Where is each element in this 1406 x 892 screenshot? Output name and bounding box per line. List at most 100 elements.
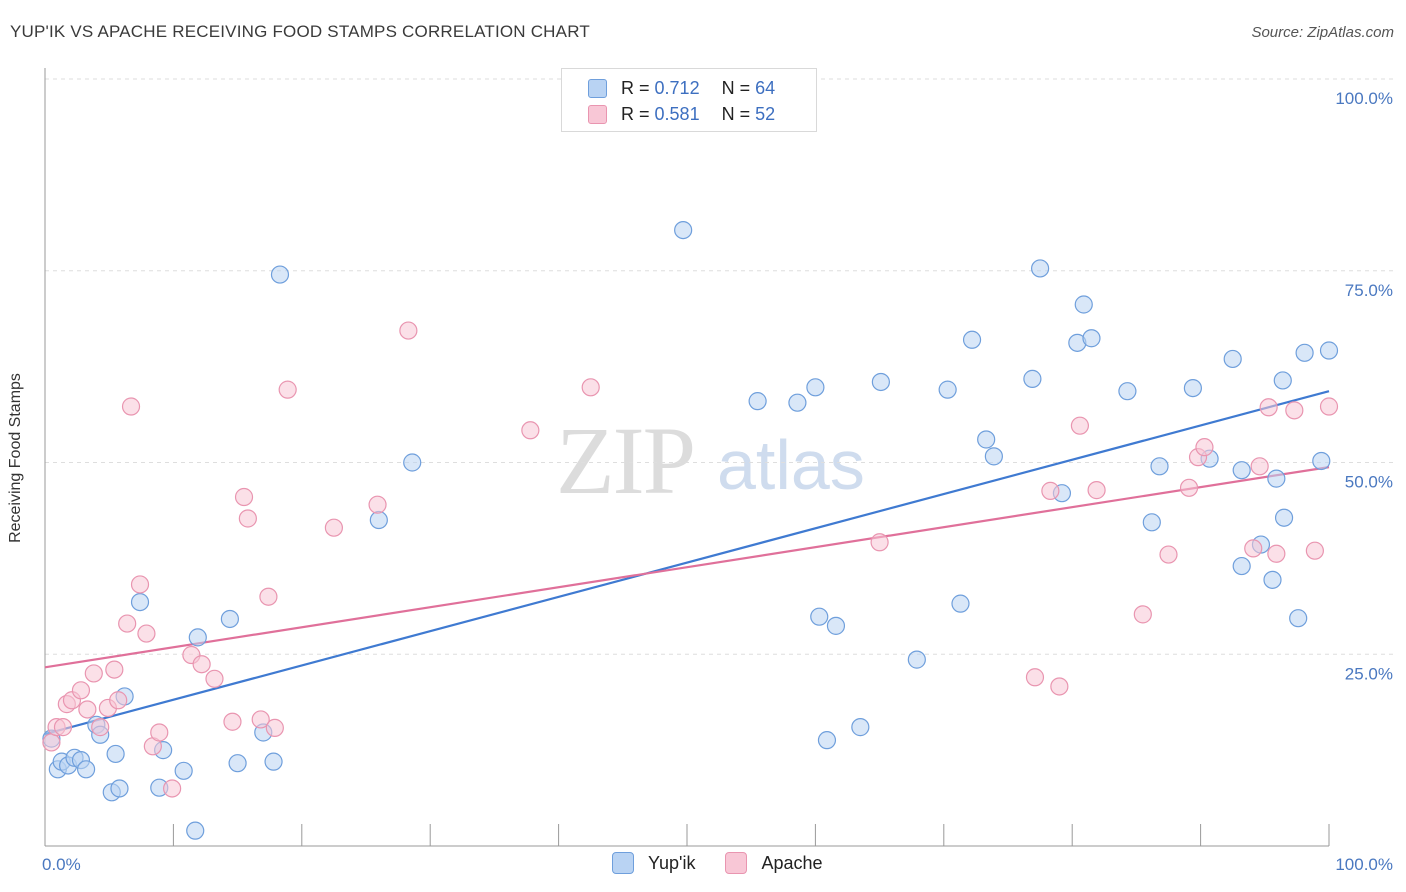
point-yupik-60[interactable] bbox=[1289, 609, 1308, 628]
point-apache-7[interactable] bbox=[84, 664, 103, 683]
point-apache-17[interactable] bbox=[150, 723, 169, 742]
point-apache-10[interactable] bbox=[105, 660, 124, 679]
point-apache-35[interactable] bbox=[1025, 668, 1045, 687]
data-points bbox=[42, 220, 1339, 840]
point-apache-2[interactable] bbox=[53, 718, 73, 737]
point-yupik-42[interactable] bbox=[1030, 259, 1050, 278]
point-yupik-32[interactable] bbox=[826, 616, 846, 635]
point-yupik-49[interactable] bbox=[1150, 457, 1169, 476]
point-apache-32[interactable] bbox=[521, 421, 540, 440]
point-apache-44[interactable] bbox=[1195, 438, 1214, 457]
point-yupik-62[interactable] bbox=[1312, 451, 1331, 471]
y-tick-label-0: 25.0% bbox=[1345, 664, 1393, 683]
point-yupik-58[interactable] bbox=[1273, 371, 1292, 390]
point-apache-14[interactable] bbox=[130, 575, 150, 594]
point-apache-29[interactable] bbox=[324, 518, 343, 537]
point-yupik-53[interactable] bbox=[1232, 461, 1251, 480]
point-yupik-29[interactable] bbox=[806, 378, 825, 397]
legend-r-value-yupik: 0.712 bbox=[654, 77, 700, 98]
point-apache-11[interactable] bbox=[109, 691, 128, 710]
point-apache-48[interactable] bbox=[1267, 544, 1286, 563]
point-apache-22[interactable] bbox=[223, 712, 242, 731]
point-yupik-11[interactable] bbox=[110, 779, 129, 798]
point-yupik-31[interactable] bbox=[817, 731, 837, 750]
point-yupik-56[interactable] bbox=[1263, 570, 1282, 589]
legend-swatch-yupik bbox=[588, 78, 607, 98]
point-apache-20[interactable] bbox=[192, 655, 211, 674]
point-apache-45[interactable] bbox=[1244, 539, 1263, 558]
point-yupik-40[interactable] bbox=[984, 447, 1003, 466]
point-yupik-63[interactable] bbox=[1319, 341, 1339, 360]
point-apache-21[interactable] bbox=[205, 669, 224, 688]
point-apache-37[interactable] bbox=[1050, 677, 1069, 696]
point-yupik-48[interactable] bbox=[1142, 513, 1161, 532]
point-yupik-34[interactable] bbox=[871, 372, 890, 392]
point-apache-34[interactable] bbox=[870, 533, 889, 552]
legend-item-apache[interactable]: Apache bbox=[725, 852, 823, 874]
point-apache-6[interactable] bbox=[78, 700, 97, 719]
point-yupik-47[interactable] bbox=[1118, 382, 1137, 401]
point-yupik-54[interactable] bbox=[1232, 556, 1251, 576]
point-yupik-59[interactable] bbox=[1274, 508, 1294, 527]
point-apache-26[interactable] bbox=[259, 587, 278, 606]
point-apache-50[interactable] bbox=[1305, 541, 1324, 560]
point-yupik-23[interactable] bbox=[270, 265, 290, 284]
point-apache-30[interactable] bbox=[368, 495, 387, 514]
point-apache-36[interactable] bbox=[1041, 481, 1060, 500]
point-apache-41[interactable] bbox=[1159, 545, 1178, 564]
point-yupik-19[interactable] bbox=[220, 609, 239, 629]
point-apache-49[interactable] bbox=[1285, 401, 1304, 420]
point-yupik-27[interactable] bbox=[748, 392, 767, 411]
point-yupik-25[interactable] bbox=[403, 453, 422, 472]
point-yupik-61[interactable] bbox=[1295, 343, 1314, 362]
point-yupik-10[interactable] bbox=[106, 744, 125, 764]
point-yupik-33[interactable] bbox=[851, 718, 870, 737]
point-yupik-35[interactable] bbox=[907, 650, 926, 669]
point-apache-31[interactable] bbox=[399, 321, 418, 340]
point-apache-18[interactable] bbox=[163, 779, 182, 798]
point-apache-28[interactable] bbox=[278, 380, 297, 399]
point-apache-46[interactable] bbox=[1250, 457, 1269, 476]
point-yupik-13[interactable] bbox=[130, 592, 150, 612]
point-yupik-52[interactable] bbox=[1223, 349, 1242, 369]
point-yupik-20[interactable] bbox=[228, 754, 247, 773]
point-apache-15[interactable] bbox=[137, 624, 156, 643]
point-yupik-18[interactable] bbox=[188, 628, 207, 647]
point-yupik-38[interactable] bbox=[962, 330, 982, 349]
point-yupik-41[interactable] bbox=[1023, 369, 1042, 388]
point-yupik-6[interactable] bbox=[76, 760, 96, 779]
point-yupik-37[interactable] bbox=[951, 594, 970, 613]
point-yupik-57[interactable] bbox=[1267, 469, 1286, 488]
point-apache-33[interactable] bbox=[581, 378, 600, 397]
y-tick-label-2: 75.0% bbox=[1345, 281, 1393, 300]
point-yupik-30[interactable] bbox=[810, 607, 829, 626]
point-yupik-26[interactable] bbox=[674, 220, 693, 240]
point-apache-0[interactable] bbox=[42, 733, 61, 752]
point-yupik-16[interactable] bbox=[174, 761, 193, 780]
point-apache-24[interactable] bbox=[238, 509, 257, 528]
point-apache-12[interactable] bbox=[118, 614, 137, 633]
point-yupik-46[interactable] bbox=[1082, 329, 1101, 348]
point-apache-8[interactable] bbox=[91, 718, 110, 737]
point-apache-42[interactable] bbox=[1179, 478, 1199, 497]
point-yupik-45[interactable] bbox=[1074, 295, 1093, 314]
point-apache-39[interactable] bbox=[1087, 481, 1106, 500]
point-yupik-36[interactable] bbox=[938, 380, 957, 399]
point-apache-25[interactable] bbox=[251, 710, 270, 729]
point-apache-5[interactable] bbox=[71, 681, 91, 700]
point-apache-51[interactable] bbox=[1319, 397, 1339, 416]
source-label: Source: ZipAtlas.com bbox=[1251, 24, 1394, 41]
point-yupik-17[interactable] bbox=[186, 821, 205, 840]
point-yupik-39[interactable] bbox=[977, 430, 996, 449]
point-yupik-50[interactable] bbox=[1183, 379, 1202, 398]
point-yupik-24[interactable] bbox=[369, 510, 388, 530]
point-apache-38[interactable] bbox=[1070, 416, 1090, 435]
point-apache-13[interactable] bbox=[121, 397, 141, 416]
point-yupik-28[interactable] bbox=[788, 393, 807, 412]
point-apache-23[interactable] bbox=[234, 487, 254, 507]
point-apache-27[interactable] bbox=[265, 718, 284, 737]
point-apache-40[interactable] bbox=[1133, 605, 1152, 624]
point-yupik-22[interactable] bbox=[264, 752, 283, 771]
point-apache-47[interactable] bbox=[1259, 398, 1278, 417]
legend-item-yupik[interactable]: Yup'ik bbox=[612, 852, 695, 874]
